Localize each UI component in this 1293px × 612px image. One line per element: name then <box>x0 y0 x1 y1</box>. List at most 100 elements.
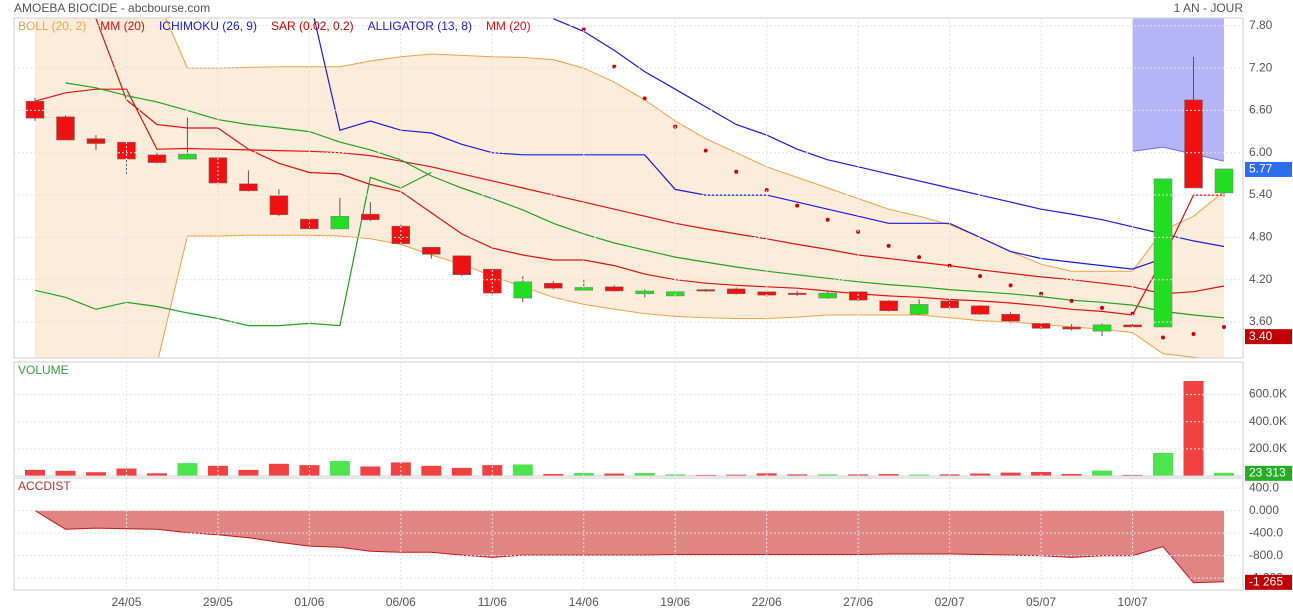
legend-entry: BOLL (20, 2) <box>18 19 86 33</box>
sar-dot <box>795 203 800 208</box>
badge-label: 23 313 <box>1249 466 1286 480</box>
y-tick-label: 7.80 <box>1249 18 1273 32</box>
candle-body <box>483 268 502 294</box>
panel-title: ACCDIST <box>18 479 71 493</box>
volume-bar <box>360 466 381 476</box>
volume-bar <box>787 474 808 476</box>
y-tick-label: 400.0K <box>1249 414 1287 428</box>
band-fill <box>35 18 1224 358</box>
y-tick-label: 4.20 <box>1249 272 1273 286</box>
y-tick-label: 7.20 <box>1249 60 1273 74</box>
volume-bar <box>604 473 625 476</box>
sar-dot <box>917 255 922 260</box>
accdist-area <box>35 510 1224 583</box>
candle-body <box>86 138 106 144</box>
candle-body <box>452 255 472 276</box>
volume-bar <box>329 461 350 476</box>
candle-body <box>970 305 990 315</box>
sar-dot <box>1130 311 1135 316</box>
volume-bar <box>726 474 747 476</box>
band-upper <box>165 18 1225 272</box>
sar-dot <box>1100 305 1105 310</box>
sar-dot <box>947 263 952 268</box>
x-tick-label: 14/06 <box>569 595 599 609</box>
badge-label: -1 265 <box>1249 575 1283 589</box>
legend-entry: ICHIMOKU (26, 9) <box>159 19 257 33</box>
y-tick-label: 0.000 <box>1249 503 1279 517</box>
indicator-line <box>65 82 1225 319</box>
value-badge <box>1245 465 1292 481</box>
x-tick-label: 05/07 <box>1026 595 1056 609</box>
candle-body <box>696 289 715 292</box>
y-tick-label: 6.60 <box>1249 103 1273 117</box>
volume-bar <box>1031 471 1052 476</box>
sar-dot <box>1161 335 1166 340</box>
candle-body <box>1001 314 1020 322</box>
volume-bar <box>1183 381 1204 476</box>
candle-body <box>361 213 380 220</box>
panel-frame <box>13 477 1244 591</box>
panel-0 <box>25 18 1234 358</box>
volume-bar <box>1214 472 1234 476</box>
badge-label: 5.77 <box>1249 162 1273 176</box>
sar-dot <box>886 243 891 248</box>
volume-bar <box>634 473 655 476</box>
candle-body <box>1153 178 1173 328</box>
volume-bar <box>817 474 838 476</box>
page-title: AMOEBA BIOCIDE - abcbourse.com <box>14 1 210 15</box>
volume-bar <box>390 462 411 476</box>
volume-bar <box>878 474 899 476</box>
volume-bar <box>268 463 289 476</box>
x-tick-label: 19/06 <box>660 595 690 609</box>
candle-body <box>178 153 197 160</box>
x-tick-label: 24/05 <box>111 595 141 609</box>
candle-body <box>269 195 289 216</box>
volume-bar <box>970 473 991 476</box>
x-tick-label: 22/06 <box>752 595 782 609</box>
y-tick-label: -800.0 <box>1249 548 1283 562</box>
candle-body <box>25 100 45 119</box>
candle-body <box>787 292 807 295</box>
volume-bar <box>25 469 45 476</box>
sar-dot <box>978 274 983 279</box>
candle-body <box>1092 324 1112 332</box>
volume-bar <box>177 463 198 476</box>
panel-1 <box>25 381 1234 476</box>
y-tick-label: 200.0K <box>1249 441 1287 455</box>
sar-dot <box>703 148 708 153</box>
volume-bar <box>421 465 442 476</box>
legend-entry: MM (20) <box>100 19 145 33</box>
legend-entry: SAR (0.02, 0.2) <box>271 19 354 33</box>
y-tick-label: 4.80 <box>1249 230 1273 244</box>
y-tick-label: 400.0 <box>1249 480 1279 494</box>
volume-bar <box>543 473 564 476</box>
candle-body <box>879 300 898 311</box>
x-tick-label: 27/06 <box>843 595 873 609</box>
candle-body <box>909 304 929 315</box>
candle-body <box>635 290 654 295</box>
panel-title: VOLUME <box>18 363 69 377</box>
accdist-line <box>34 510 1225 584</box>
volume-bar <box>146 473 167 476</box>
candle-body <box>513 281 533 299</box>
value-badge <box>1245 329 1292 345</box>
sar-dot <box>825 217 830 222</box>
volume-bar <box>55 470 76 476</box>
period: 1 AN - JOUR <box>1174 1 1244 15</box>
y-tick-label: 5.40 <box>1249 187 1273 201</box>
indicator-line <box>553 18 1225 248</box>
panel-frame <box>13 361 1244 477</box>
volume-bar <box>1000 472 1021 476</box>
sar-dot <box>1039 291 1044 296</box>
x-tick-label: 02/07 <box>935 595 965 609</box>
legend-entry: MM (20) <box>486 19 531 33</box>
panel-2 <box>34 510 1225 584</box>
indicator-line <box>34 88 1225 295</box>
volume-bar <box>238 469 259 476</box>
badge-label: 3.40 <box>1249 329 1273 343</box>
sar-dot <box>1222 324 1226 329</box>
candle-body <box>56 116 75 141</box>
cloud-fill <box>1132 18 1224 162</box>
volume-bar <box>1061 473 1082 476</box>
